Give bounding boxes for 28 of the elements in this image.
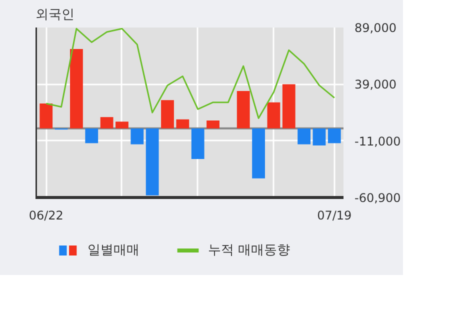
- y-tick-label: 39,000: [354, 78, 396, 92]
- chart-title: 외국인: [36, 8, 74, 22]
- bar: [267, 102, 280, 128]
- bar: [146, 128, 159, 196]
- bar: [161, 100, 174, 128]
- bar: [206, 120, 220, 128]
- x-tick-label: 06/22: [28, 208, 64, 222]
- bar: [236, 91, 250, 128]
- bar: [191, 128, 204, 160]
- bar: [130, 128, 144, 144]
- y-tick-label: -60,900: [354, 191, 401, 205]
- bar: [116, 122, 128, 128]
- y-tick-label: 89,000: [354, 21, 396, 35]
- bar: [70, 49, 83, 128]
- legend-label: 일별매매: [87, 243, 140, 258]
- bar: [85, 128, 98, 144]
- line-series: [45, 28, 336, 119]
- bar: [312, 128, 326, 146]
- bar: [282, 84, 296, 128]
- bar: [100, 117, 114, 128]
- bar: [252, 128, 265, 178]
- y-tick-label: -11,000: [354, 134, 401, 148]
- x-tick-label: 07/19: [317, 208, 352, 222]
- legend-label: 누적 매매동향: [208, 243, 290, 258]
- bar: [40, 103, 53, 128]
- bar: [298, 128, 310, 144]
- bar: [176, 119, 190, 128]
- bar: [328, 128, 341, 144]
